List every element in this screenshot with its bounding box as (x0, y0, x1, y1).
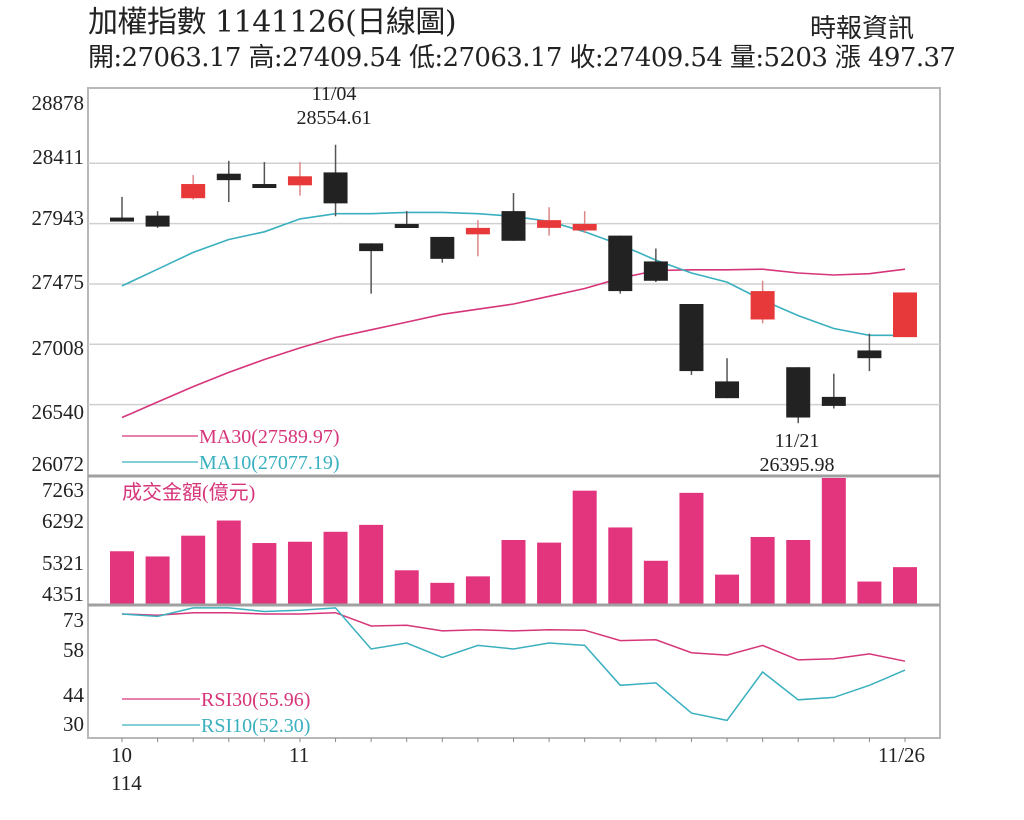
high-annotation-value: 28554.61 (297, 107, 372, 129)
candle (786, 367, 811, 424)
rsi30-line (121, 611, 906, 662)
volume-bar (323, 531, 348, 604)
price-ytick: 27475 (32, 270, 85, 294)
candle (537, 207, 562, 236)
volume-ytick: 4351 (42, 582, 84, 606)
price-ytick: 27943 (32, 206, 85, 230)
ma30-line (121, 268, 906, 419)
price-ytick: 28878 (32, 91, 85, 115)
candle (430, 236, 455, 263)
volume-bar (465, 576, 490, 604)
rsi10-line (121, 607, 906, 722)
candle (359, 243, 384, 294)
volume-bar (572, 490, 597, 604)
candle (465, 220, 490, 257)
legend-rsi10: RSI10(52.30) (201, 715, 310, 737)
volume-bar (643, 560, 668, 604)
price-ytick: 26072 (32, 452, 85, 476)
candle (750, 280, 775, 324)
candle (287, 162, 312, 196)
candle (110, 196, 134, 222)
volume-bar (608, 527, 633, 604)
xtick-year: 114 (111, 771, 142, 795)
volume-bar (216, 520, 241, 604)
candle (252, 162, 277, 189)
volume-title: 成交金額(億元) (122, 481, 255, 504)
candle (857, 333, 882, 372)
volume-panel (87, 475, 941, 606)
xtick-month-10: 10 (111, 743, 132, 767)
volume-bar (110, 551, 134, 604)
candle (145, 211, 170, 228)
candle (216, 160, 241, 203)
candle (608, 235, 633, 294)
volume-bar (359, 524, 384, 604)
rsi-ytick: 58 (63, 638, 84, 662)
ohlc-summary: 開:27063.17 高:27409.54 低:27063.17 收:27409… (88, 43, 956, 73)
legend-ma30: MA30(27589.97) (199, 426, 340, 448)
x-axis-ticks (121, 738, 906, 742)
candlesticks (110, 144, 917, 424)
volume-bar (537, 542, 562, 604)
volume-bar (145, 556, 170, 604)
high-annotation-date: 11/04 (312, 83, 357, 105)
source-label: 時報資訊 (810, 14, 915, 44)
volume-bar (893, 567, 917, 604)
xtick-end-date: 11/26 (878, 743, 925, 767)
volume-ytick: 7263 (42, 478, 84, 502)
price-ytick: 26540 (32, 400, 85, 424)
candle (394, 211, 419, 229)
low-annotation-value: 26395.98 (760, 454, 835, 476)
candle (821, 373, 846, 409)
volume-ytick: 6292 (42, 509, 84, 533)
xtick-month-11: 11 (289, 743, 309, 767)
chart-title: 加權指數 1141126(日線圖) (88, 5, 457, 40)
candle (181, 174, 206, 200)
candle (715, 358, 740, 399)
price-ytick: 27008 (32, 336, 85, 360)
candle (893, 292, 917, 338)
volume-bar (501, 540, 526, 604)
rsi-ytick: 30 (63, 712, 84, 736)
candle (643, 248, 668, 283)
volume-bar (394, 570, 419, 604)
candle (572, 211, 597, 234)
rsi-ytick: 44 (63, 683, 85, 707)
price-panel (87, 87, 941, 477)
volume-bar (252, 543, 277, 604)
legend-ma10: MA10(27077.19) (199, 452, 340, 474)
candle (501, 193, 526, 241)
volume-bar (857, 581, 882, 604)
volume-bar (786, 540, 811, 604)
volume-ytick: 5321 (42, 551, 84, 575)
volume-bar (715, 574, 740, 604)
candle (323, 144, 348, 217)
volume-bar (287, 541, 312, 604)
volume-bar (181, 535, 206, 604)
rsi-lines (121, 607, 906, 722)
legend-rsi30: RSI30(55.96) (201, 689, 310, 711)
volume-bars (110, 478, 917, 604)
rsi-ytick: 73 (63, 608, 84, 632)
volume-bar (750, 536, 775, 604)
candle (679, 303, 704, 375)
price-ytick: 28411 (32, 145, 84, 169)
volume-bar (430, 582, 455, 604)
low-annotation-date: 11/21 (775, 430, 820, 452)
volume-bar (821, 478, 846, 604)
volume-bar (679, 492, 704, 604)
